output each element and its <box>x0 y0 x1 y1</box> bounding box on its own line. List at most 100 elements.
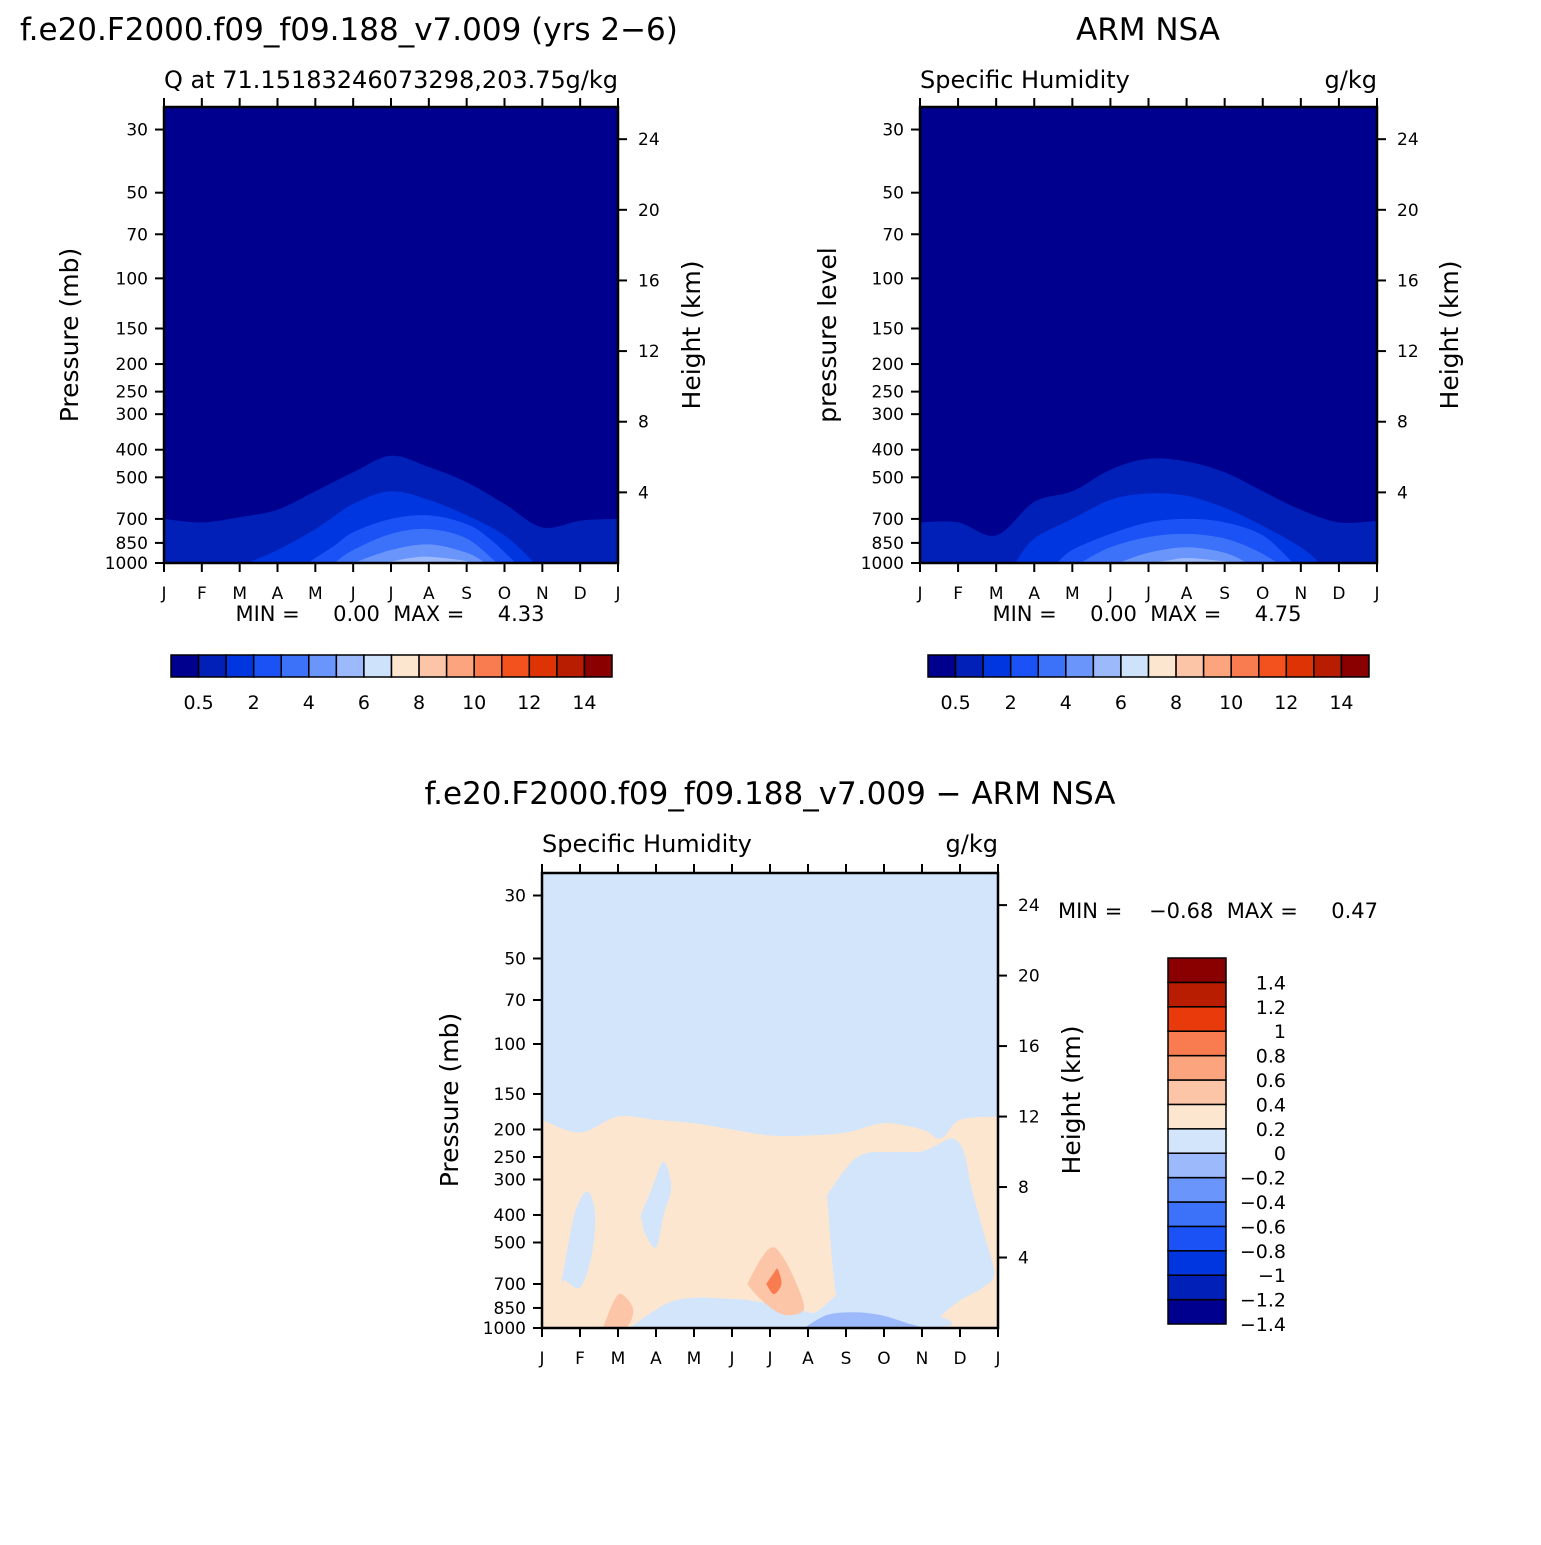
colorbar-swatch <box>197 654 227 678</box>
x-tick-label: J <box>994 1349 1000 1369</box>
colorbar-swatch <box>1167 957 1227 984</box>
negative-patch <box>827 1138 995 1330</box>
colorbar-label: 0.5 <box>940 692 970 714</box>
y-tick-label: 700 <box>494 1275 526 1295</box>
x-tick-label: A <box>423 584 435 604</box>
colorbar-swatch <box>418 654 448 678</box>
y-tick-label: 100 <box>116 269 148 289</box>
y-tick-label: 200 <box>872 355 904 375</box>
contour-band <box>353 544 486 563</box>
colorbar-swatch <box>1167 1176 1227 1203</box>
y-tick-label: 250 <box>116 383 148 403</box>
y-right-tick-label: 8 <box>1018 1178 1029 1198</box>
x-tick-label: O <box>498 584 511 604</box>
colorbar-label: 8 <box>1170 692 1182 714</box>
x-tick-label: J <box>916 584 922 604</box>
y-axis-right-label: Height (km) <box>1057 1026 1086 1175</box>
y-right-tick-label: 24 <box>1018 896 1040 916</box>
colorbar-label: 10 <box>462 692 486 714</box>
panel-title: f.e20.F2000.f09_f09.188_v7.009 − ARM NSA <box>425 776 1116 812</box>
colorbar-swatch <box>1167 1201 1227 1228</box>
colorbar-label: 14 <box>1329 692 1353 714</box>
x-tick-label: A <box>1028 584 1040 604</box>
x-tick-label: F <box>197 584 207 604</box>
y-tick-label: 70 <box>882 225 904 245</box>
colorbar-label: 14 <box>572 692 596 714</box>
x-tick-label: D <box>574 584 587 604</box>
subtitle-left: Q at 71.15183246073298,203.75 <box>164 66 566 94</box>
y-tick-label: 50 <box>504 949 526 969</box>
x-tick-label: D <box>953 1349 966 1369</box>
colorbar-swatch <box>390 654 420 678</box>
colorbar-swatch <box>556 654 586 678</box>
y-tick-label: 300 <box>872 405 904 425</box>
x-tick-label: J <box>1373 584 1379 604</box>
colorbar-label: 0 <box>1274 1143 1286 1165</box>
y-tick-label: 200 <box>494 1120 526 1140</box>
x-tick-label: S <box>1219 584 1230 604</box>
x-tick-label: N <box>1294 584 1307 604</box>
y-tick-label: 700 <box>116 510 148 530</box>
colorbar-label: 1.2 <box>1256 997 1286 1019</box>
y-right-tick-label: 16 <box>1018 1037 1040 1057</box>
y-tick-label: 850 <box>872 534 904 554</box>
y-right-tick-label: 24 <box>638 130 660 150</box>
y-right-tick-label: 8 <box>1397 413 1408 433</box>
colorbar-swatch <box>252 654 282 678</box>
colorbar-swatch <box>954 654 984 678</box>
x-tick-label: J <box>766 1349 772 1369</box>
colorbar-label: 6 <box>358 692 370 714</box>
y-tick-label: 300 <box>116 405 148 425</box>
colorbar-label: −0.6 <box>1240 1216 1286 1238</box>
y-right-tick-label: 24 <box>1397 130 1419 150</box>
colorbar-swatch <box>1285 654 1315 678</box>
x-tick-label: J <box>160 584 166 604</box>
y-right-tick-label: 12 <box>638 342 660 362</box>
contour-band <box>1118 547 1248 563</box>
y-tick-label: 30 <box>504 886 526 906</box>
colorbar-swatch <box>1313 654 1343 678</box>
y-tick-label: 150 <box>116 319 148 339</box>
y-right-tick-label: 4 <box>638 483 649 503</box>
y-tick-label: 150 <box>872 319 904 339</box>
y-tick-label: 50 <box>126 184 148 204</box>
negative-patch <box>640 1161 672 1248</box>
y-right-tick-label: 20 <box>1397 201 1419 221</box>
y-tick-label: 1000 <box>861 554 904 574</box>
colorbar-label: 2 <box>248 692 260 714</box>
y-right-tick-label: 4 <box>1018 1249 1029 1269</box>
colorbar-swatch <box>1167 1250 1227 1276</box>
y-tick-label: 400 <box>494 1206 526 1226</box>
x-tick-label: S <box>461 584 472 604</box>
min-max-text: MIN = 0.00 MAX = 4.75 <box>992 602 1301 626</box>
y-tick-label: 1000 <box>105 554 148 574</box>
colorbar-swatch <box>1037 654 1067 678</box>
colorbar-swatch <box>225 654 255 678</box>
y-right-tick-label: 20 <box>1018 967 1040 987</box>
x-tick-label: A <box>1181 584 1193 604</box>
x-tick-label: A <box>650 1349 662 1369</box>
colorbar-swatch <box>1167 1274 1227 1301</box>
colorbar-swatch <box>1167 1030 1227 1057</box>
colorbar-swatch <box>1167 1103 1227 1130</box>
colorbar-swatch <box>1092 654 1122 678</box>
y-right-tick-label: 4 <box>1397 483 1408 503</box>
x-tick-label: J <box>1107 584 1113 604</box>
colorbar-label: 0.8 <box>1256 1046 1286 1068</box>
y-right-tick-label: 16 <box>638 271 660 291</box>
colorbar-swatch <box>1120 654 1150 678</box>
y-tick-label: 500 <box>494 1234 526 1254</box>
colorbar-label: 0.5 <box>183 692 213 714</box>
min-max-text: MIN = −0.68 MAX = 0.47 <box>1058 899 1378 923</box>
colorbar-swatch <box>1167 1054 1227 1081</box>
colorbar-swatch <box>982 654 1012 678</box>
colorbar-swatch <box>1009 654 1039 678</box>
y-axis-right-label: Height (km) <box>677 261 706 410</box>
y-tick-label: 200 <box>116 355 148 375</box>
panel-obs: ARM NSA Specific Humidity g/kg 305070100… <box>813 12 1464 714</box>
colorbar-label: −1.2 <box>1240 1290 1286 1312</box>
x-tick-label: J <box>728 1349 734 1369</box>
x-tick-label: M <box>989 584 1004 604</box>
